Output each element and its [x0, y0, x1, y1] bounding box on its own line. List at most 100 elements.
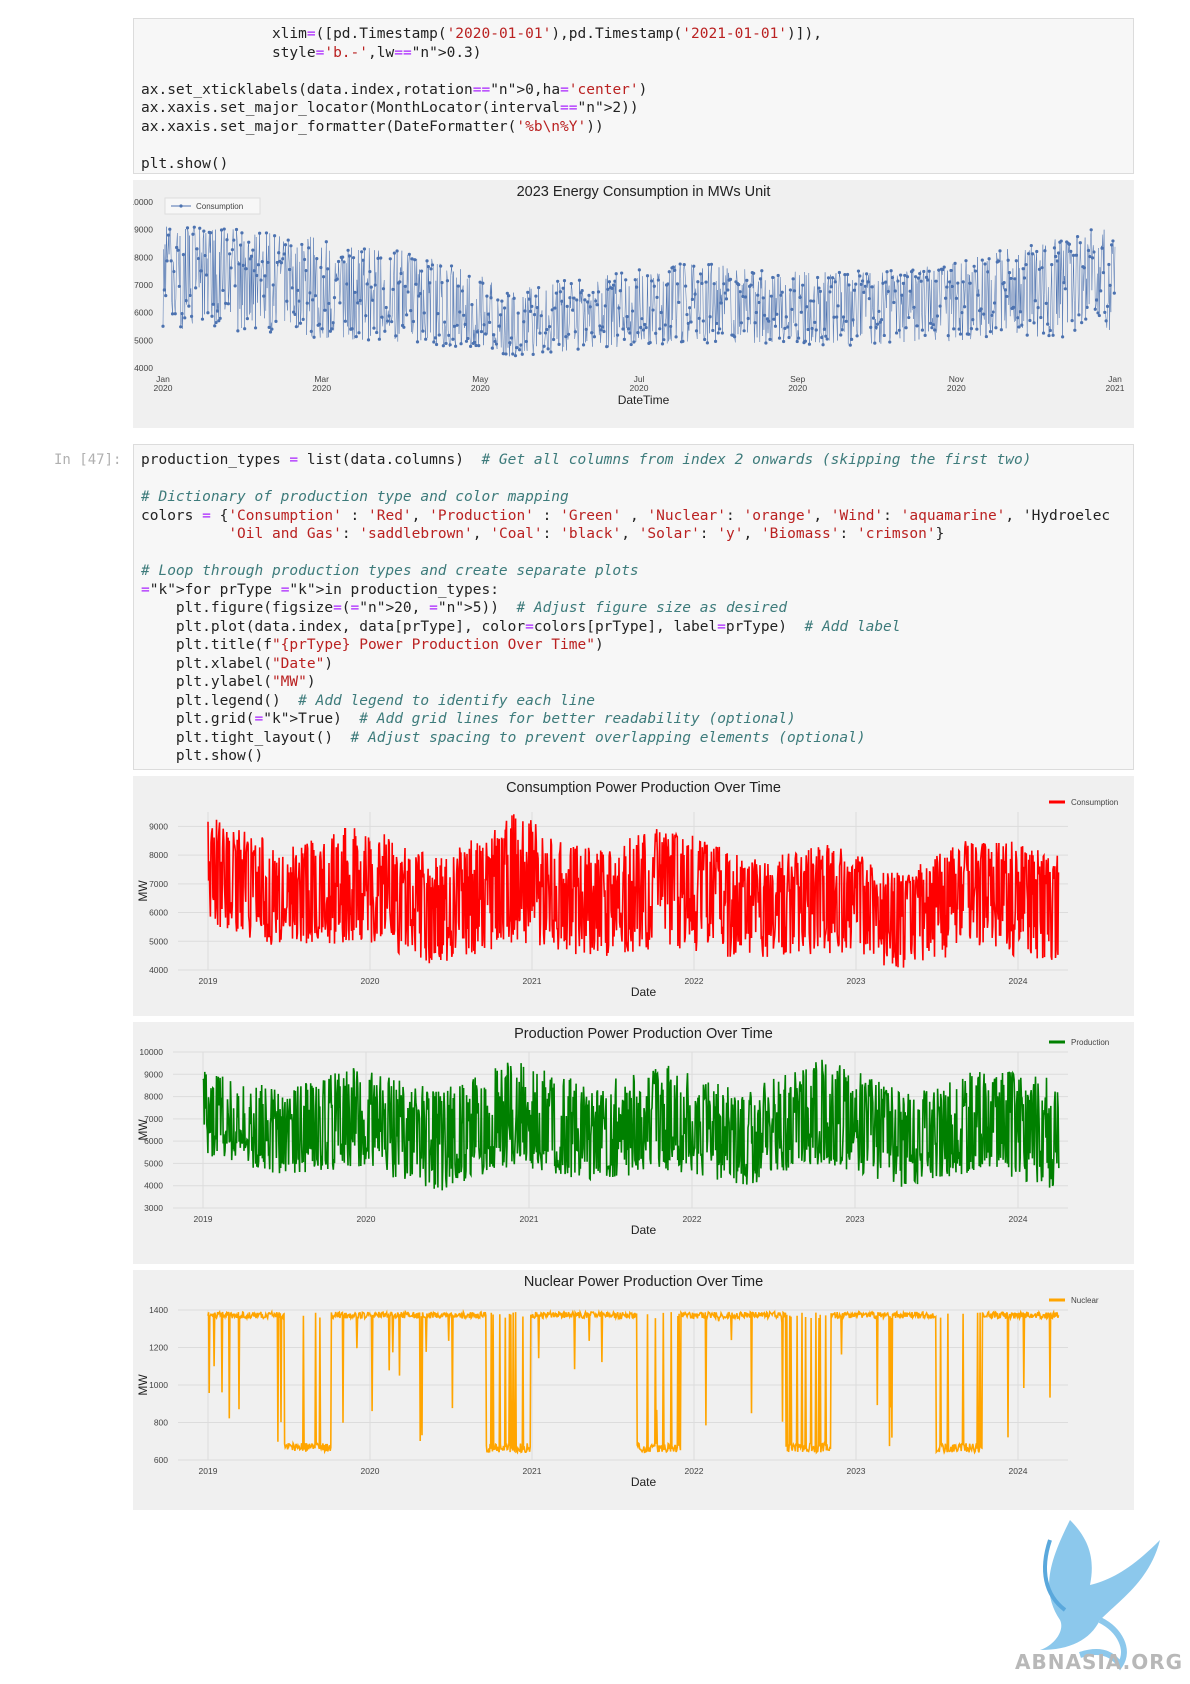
data-point — [1052, 246, 1057, 250]
y-tick-label: 6000 — [134, 308, 153, 318]
data-point — [688, 306, 692, 310]
data-point — [822, 327, 827, 331]
data-point — [614, 272, 618, 276]
data-point — [1005, 294, 1009, 299]
data-point — [289, 244, 293, 248]
data-point — [277, 251, 281, 255]
data-point — [260, 260, 264, 264]
data-point — [247, 240, 251, 244]
data-point — [558, 290, 563, 294]
code-line: style='b.-',lw=="n">0.3 — [141, 44, 473, 61]
data-point — [862, 290, 866, 295]
data-point — [704, 280, 708, 284]
data-point — [795, 339, 799, 344]
data-point — [1014, 259, 1018, 263]
data-point — [298, 321, 303, 325]
x-tick-label: 2019 — [199, 976, 218, 986]
data-point — [888, 340, 892, 344]
data-point — [422, 311, 426, 315]
data-point — [640, 317, 644, 321]
data-point — [890, 275, 895, 280]
data-point — [851, 318, 855, 322]
data-point — [360, 250, 364, 254]
data-point — [810, 326, 814, 331]
data-point — [350, 327, 354, 331]
watermark-text: ABNASIA.ORG — [1015, 1650, 1184, 1674]
data-point — [881, 281, 885, 285]
data-point — [240, 231, 244, 235]
data-point — [926, 278, 930, 282]
y-tick-label: 8000 — [149, 850, 168, 860]
data-point — [402, 325, 406, 329]
data-point — [335, 277, 339, 281]
data-point — [364, 314, 368, 318]
code-cell-1-source[interactable]: xlim=([pd.Timestamp('2020-01-01'),pd.Tim… — [141, 26, 822, 172]
data-point — [980, 258, 984, 262]
y-tick-label: 7000 — [134, 280, 153, 290]
data-point — [1105, 304, 1110, 308]
data-point — [164, 294, 168, 298]
data-point — [365, 282, 369, 286]
data-point — [841, 315, 846, 319]
data-point — [188, 293, 192, 298]
x-tick-label: 2020 — [947, 383, 966, 393]
code-cell-2-source[interactable]: production_types = list(data.columns) # … — [141, 452, 1111, 764]
data-point — [447, 333, 451, 337]
data-point — [1055, 259, 1059, 263]
x-tick-label: 2021 — [523, 1466, 542, 1476]
data-point — [572, 296, 576, 300]
code-line: xlim=([pd.Timestamp('2020-01-01'),pd.Tim… — [141, 26, 822, 42]
data-point — [492, 333, 496, 337]
data-point — [673, 268, 677, 272]
data-point — [177, 284, 181, 288]
data-point — [722, 282, 726, 286]
data-point — [768, 337, 772, 341]
data-point — [767, 319, 771, 323]
data-point — [290, 286, 294, 290]
data-point — [973, 269, 978, 273]
x-tick-label: Nov — [949, 374, 965, 384]
data-point — [351, 256, 356, 260]
code-cell-2[interactable]: production_types = list(data.columns) # … — [133, 444, 1134, 770]
x-tick-label: 2022 — [683, 1214, 702, 1224]
data-point — [381, 287, 386, 291]
x-tick-label: 2021 — [523, 976, 542, 986]
data-point — [937, 268, 941, 272]
data-point — [615, 333, 620, 337]
data-point — [479, 330, 484, 334]
data-point — [413, 258, 417, 262]
data-point — [896, 279, 900, 283]
data-point — [718, 327, 722, 331]
data-point — [244, 267, 248, 271]
data-point — [380, 315, 384, 319]
y-tick-label: 800 — [154, 1418, 168, 1428]
code-cell-1[interactable]: xlim=([pd.Timestamp('2020-01-01'),pd.Tim… — [133, 18, 1134, 174]
data-point — [739, 321, 744, 325]
data-point — [274, 319, 278, 323]
data-point — [979, 307, 983, 311]
data-point — [908, 289, 912, 293]
data-point — [576, 347, 580, 351]
chart-title: Consumption Power Production Over Time — [506, 780, 781, 796]
data-point — [336, 259, 341, 264]
data-point — [550, 308, 554, 312]
x-tick-label: 2020 — [154, 383, 173, 393]
data-point — [975, 327, 979, 331]
data-point — [321, 275, 326, 279]
data-point — [494, 342, 499, 346]
data-point — [331, 321, 335, 325]
data-point — [411, 319, 416, 324]
data-point — [720, 331, 724, 335]
data-point — [1044, 301, 1048, 305]
data-point — [760, 269, 764, 273]
code-line: # Dictionary of production type and colo… — [141, 489, 569, 505]
data-point — [967, 332, 971, 336]
data-point — [816, 275, 820, 280]
data-point — [528, 309, 533, 313]
data-point — [226, 302, 230, 306]
data-point — [195, 247, 199, 251]
data-point — [554, 291, 558, 295]
data-point — [343, 319, 347, 323]
data-point — [685, 312, 689, 317]
data-point — [482, 323, 486, 327]
